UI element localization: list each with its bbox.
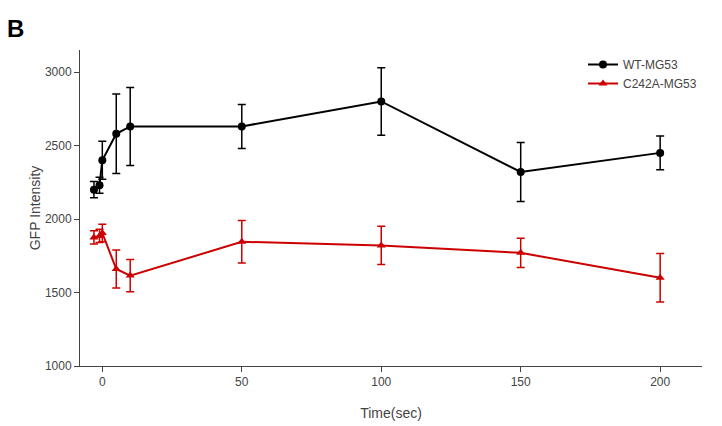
svg-text:150: 150 [511,375,531,389]
svg-text:0: 0 [99,375,106,389]
svg-text:GFP Intensity: GFP Intensity [27,166,43,251]
svg-text:200: 200 [650,375,670,389]
svg-text:3000: 3000 [45,65,72,79]
svg-text:2500: 2500 [45,139,72,153]
svg-text:50: 50 [235,375,249,389]
svg-text:C242A-MG53: C242A-MG53 [623,77,697,91]
svg-text:2000: 2000 [45,212,72,226]
svg-text:1500: 1500 [45,286,72,300]
svg-text:Time(sec): Time(sec) [360,405,422,421]
svg-text:100: 100 [371,375,391,389]
svg-text:1000: 1000 [45,359,72,373]
svg-text:B: B [7,15,24,42]
svg-text:WT-MG53: WT-MG53 [623,58,678,72]
